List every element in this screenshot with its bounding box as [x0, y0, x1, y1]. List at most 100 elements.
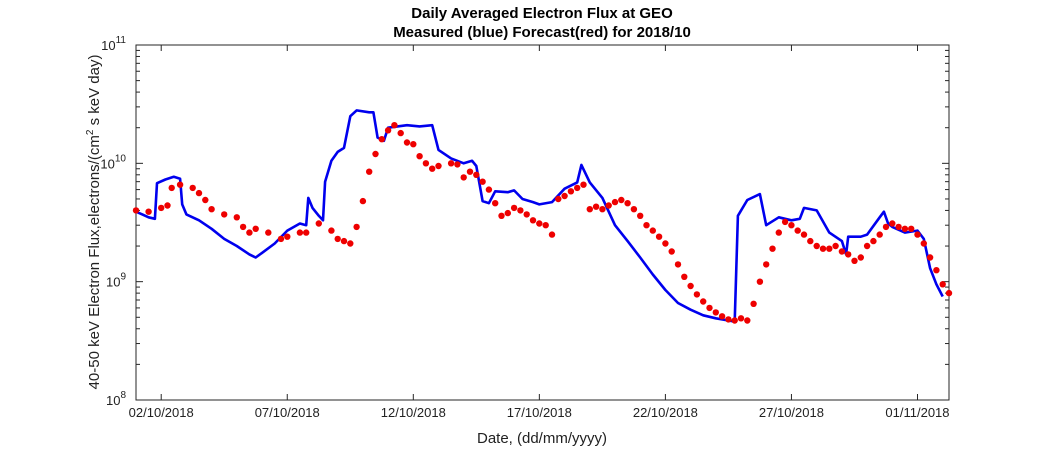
forecast-point — [479, 178, 486, 185]
forecast-point — [353, 223, 360, 231]
forecast-point — [838, 248, 846, 255]
forecast-point — [132, 207, 140, 214]
forecast-point — [384, 127, 392, 134]
forecast-point — [826, 245, 833, 252]
forecast-point — [630, 206, 638, 213]
y-tick-base: 10 — [106, 275, 120, 290]
forecast-point — [800, 231, 808, 238]
forecast-point — [857, 254, 864, 261]
forecast-point — [845, 251, 852, 258]
forecast-point — [168, 184, 175, 192]
forecast-point — [466, 168, 474, 175]
forecast-point — [561, 192, 568, 200]
forecast-point — [807, 237, 814, 245]
forecast-point — [158, 204, 165, 212]
forecast-point — [832, 242, 839, 250]
forecast-point — [296, 229, 304, 236]
forecast-point — [769, 245, 776, 252]
forecast-point — [277, 235, 285, 243]
forecast-point — [586, 206, 593, 213]
forecast-point — [359, 197, 367, 205]
forecast-point — [599, 206, 606, 213]
forecast-point — [422, 160, 430, 167]
forecast-point — [662, 240, 669, 247]
x-tick-label: 22/10/2018 — [633, 405, 698, 420]
forecast-point — [410, 141, 417, 148]
forecast-point — [700, 298, 707, 305]
forecast-point — [870, 237, 877, 245]
y-axis-label-tail: s keV day) — [86, 55, 103, 130]
forecast-point — [624, 200, 631, 207]
forecast-point — [681, 273, 688, 280]
forecast-point — [933, 267, 940, 274]
forecast-point — [687, 282, 694, 290]
forecast-point — [334, 235, 341, 243]
forecast-point — [523, 211, 530, 218]
forecast-point — [756, 278, 764, 285]
forecast-point — [895, 223, 902, 231]
forecast-point — [574, 184, 581, 192]
forecast-point — [460, 174, 467, 181]
chart-title-line-2: Measured (blue) Forecast(red) for 2018/1… — [393, 24, 691, 41]
forecast-point — [435, 162, 442, 170]
y-tick-label: 1010 — [100, 153, 126, 171]
forecast-point — [542, 222, 549, 229]
forecast-point — [939, 281, 946, 288]
forecast-point — [945, 289, 953, 297]
forecast-point — [447, 160, 455, 167]
x-tick-label: 27/10/2018 — [759, 405, 824, 420]
y-tick-base: 10 — [100, 156, 114, 171]
forecast-point — [176, 181, 184, 188]
forecast-point — [403, 139, 411, 146]
forecast-point — [246, 229, 253, 236]
forecast-point — [611, 198, 619, 206]
forecast-point — [706, 304, 713, 312]
forecast-point — [164, 202, 171, 209]
forecast-point — [693, 291, 701, 298]
y-tick-base: 10 — [101, 38, 115, 53]
y-tick-exponent: 8 — [120, 390, 126, 401]
forecast-point — [378, 136, 385, 143]
x-tick-label: 07/10/2018 — [255, 405, 320, 420]
forecast-point — [731, 317, 738, 324]
forecast-point — [926, 254, 934, 261]
y-tick-base: 10 — [106, 393, 120, 408]
forecast-point — [674, 261, 682, 268]
forecast-point — [498, 212, 505, 219]
forecast-point — [233, 214, 240, 221]
forecast-point — [529, 217, 537, 224]
y-axis-label: 40-50 keV Electron Flux,electrons/(cm2 s… — [85, 55, 103, 390]
forecast-point — [889, 220, 896, 227]
forecast-point — [605, 202, 612, 209]
forecast-point — [504, 209, 511, 217]
forecast-point — [536, 220, 543, 227]
forecast-point — [517, 207, 524, 214]
measured-series — [135, 109, 944, 323]
forecast-point — [781, 218, 789, 226]
forecast-point — [145, 208, 152, 215]
forecast-point — [391, 122, 398, 129]
forecast-point — [580, 181, 587, 188]
forecast-point — [328, 227, 335, 234]
forecast-series — [132, 122, 953, 324]
forecast-point — [510, 204, 518, 212]
forecast-point — [416, 153, 423, 160]
forecast-point — [265, 229, 272, 236]
forecast-point — [920, 240, 927, 247]
forecast-point — [195, 189, 203, 197]
x-tick-label: 17/10/2018 — [507, 405, 572, 420]
forecast-point — [649, 227, 656, 234]
y-tick-exponent: 11 — [116, 35, 127, 46]
forecast-point — [303, 229, 310, 236]
forecast-point — [347, 240, 354, 247]
forecast-point — [221, 211, 228, 218]
forecast-point — [763, 261, 770, 268]
forecast-point — [202, 196, 209, 204]
forecast-point — [366, 168, 373, 175]
forecast-point — [208, 206, 215, 213]
y-axis-label-main: 40-50 keV Electron Flux,electrons/(cm — [86, 135, 103, 389]
forecast-point — [397, 129, 404, 137]
y-tick-exponent: 10 — [115, 153, 127, 164]
x-tick-label: 02/10/2018 — [129, 405, 194, 420]
